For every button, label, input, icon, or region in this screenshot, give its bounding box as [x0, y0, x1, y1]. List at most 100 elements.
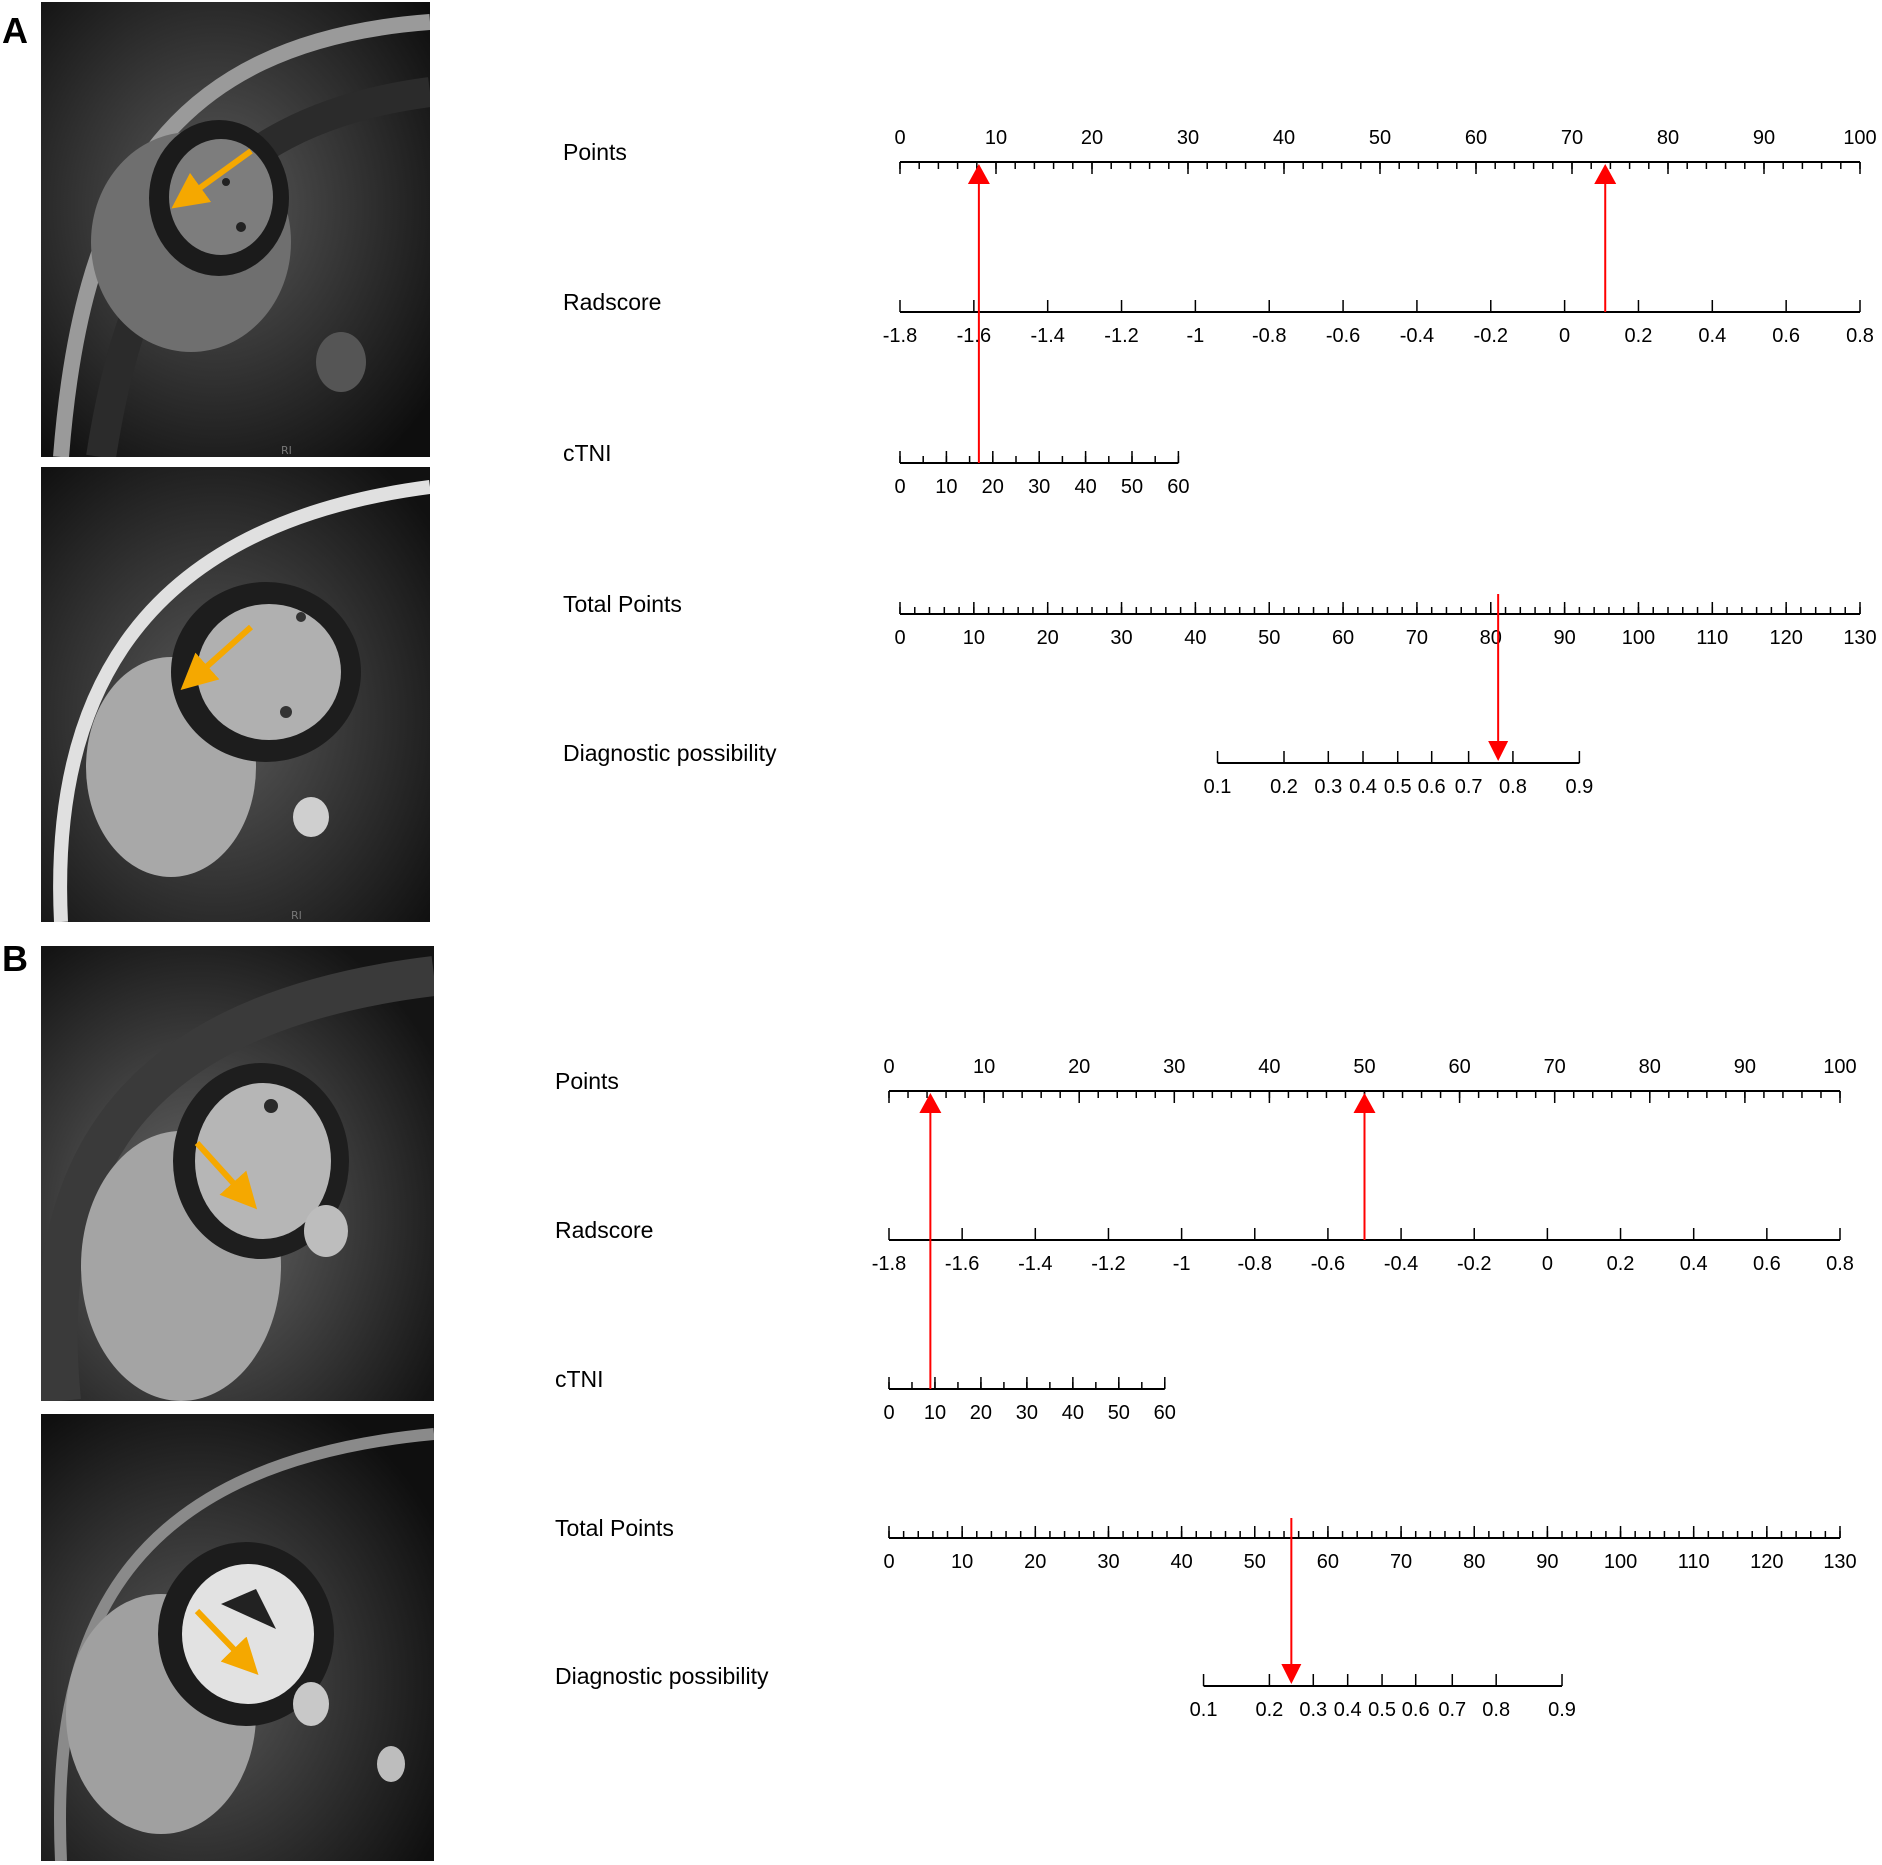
tick-label: 70	[1561, 127, 1583, 149]
tick-label: 40	[1184, 627, 1206, 649]
tick-label: 20	[1081, 127, 1103, 149]
tick-label: -1.6	[945, 1253, 979, 1275]
tick-label: 30	[1028, 476, 1050, 498]
tick-label: -0.8	[1238, 1253, 1272, 1275]
tick-label: -1	[1186, 325, 1204, 347]
tick-label: 10	[951, 1551, 973, 1573]
tick-label: 100	[1622, 627, 1655, 649]
axis-title-points: Points	[563, 139, 627, 165]
tick-label: 10	[924, 1402, 946, 1424]
tick-label: 0.9	[1565, 776, 1593, 798]
tick-label: 0.4	[1698, 325, 1726, 347]
tick-label: -1.8	[883, 325, 917, 347]
ctni-marker-arrowhead	[919, 1093, 942, 1113]
tick-label: 0	[894, 127, 905, 149]
mri-image-a-bottom: RI	[41, 467, 430, 922]
tick-label: -0.4	[1400, 325, 1434, 347]
arrow-icon	[194, 1140, 258, 1210]
axis-title-total-points: Total Points	[563, 591, 682, 617]
tick-label: 30	[1016, 1402, 1038, 1424]
nomogram-a: Points 0 10 20 30 40 50 60 70 80 90 100 Radscore -1.8…	[0, 0, 1882, 930]
tick-label: 120	[1750, 1551, 1783, 1573]
tick-label: 100	[1843, 127, 1876, 149]
tick-label: 60	[1332, 627, 1354, 649]
tick-label: 0.8	[1482, 1699, 1510, 1721]
tick-label: 0.5	[1368, 1699, 1396, 1721]
tick-label: 0.2	[1607, 1253, 1635, 1275]
tick-label: 120	[1769, 627, 1802, 649]
tick-label: 0	[894, 476, 905, 498]
tick-label: 0.7	[1438, 1699, 1466, 1721]
tick-label: 10	[963, 627, 985, 649]
arrow-icon	[194, 1608, 259, 1675]
tick-label: 60	[1465, 127, 1487, 149]
tick-label: 0.8	[1826, 1253, 1854, 1275]
tick-label: 90	[1753, 127, 1775, 149]
tick-label: 20	[1024, 1551, 1046, 1573]
tick-label: 0.3	[1314, 776, 1342, 798]
axis-title-ctni: cTNI	[563, 440, 612, 466]
tick-label: 110	[1696, 627, 1728, 649]
tick-label: 0.3	[1299, 1699, 1327, 1721]
tick-label: 90	[1553, 627, 1575, 649]
arrow-icon	[180, 624, 254, 691]
tick-label: 70	[1406, 627, 1428, 649]
tick-label: 0.1	[1190, 1699, 1218, 1721]
tick-label: 20	[1037, 627, 1059, 649]
radscore-marker-arrowhead	[1594, 164, 1617, 184]
tick-label: -0.4	[1384, 1253, 1418, 1275]
tick-label: 60	[1167, 476, 1189, 498]
tick-label: 0	[1542, 1253, 1553, 1275]
tick-label: 0	[894, 627, 905, 649]
tick-label: 10	[935, 476, 957, 498]
tick-label: 90	[1734, 1056, 1756, 1078]
tick-label: 0.4	[1334, 1699, 1362, 1721]
tick-label: 20	[982, 476, 1004, 498]
tick-label: 0.2	[1270, 776, 1298, 798]
axis-title-total-points: Total Points	[555, 1515, 674, 1541]
tick-label: 0.6	[1753, 1253, 1781, 1275]
tick-label: -0.2	[1474, 325, 1508, 347]
tick-label: 0	[1559, 325, 1570, 347]
tick-label: 50	[1108, 1402, 1130, 1424]
tick-label: 130	[1843, 627, 1876, 649]
tick-label: 0.8	[1499, 776, 1527, 798]
panel-a-letter: A	[2, 10, 28, 51]
tick-label: 70	[1390, 1551, 1412, 1573]
tick-label: 10	[973, 1056, 995, 1078]
tick-label: 80	[1480, 627, 1502, 649]
tick-label: 30	[1163, 1056, 1185, 1078]
tick-label: 0.6	[1402, 1699, 1430, 1721]
tick-label: -1.8	[872, 1253, 906, 1275]
tick-label: 20	[1068, 1056, 1090, 1078]
tick-label: 40	[1170, 1551, 1192, 1573]
tick-label: 60	[1448, 1056, 1470, 1078]
tick-label: 50	[1121, 476, 1143, 498]
tick-label: 30	[1177, 127, 1199, 149]
radscore-marker-arrowhead	[1353, 1093, 1376, 1113]
tick-label: 60	[1317, 1551, 1339, 1573]
axis-title-points: Points	[555, 1068, 619, 1094]
tick-label: 60	[1154, 1402, 1176, 1424]
tick-label: 10	[985, 127, 1007, 149]
tick-label: 0.2	[1255, 1699, 1283, 1721]
svg-text:RI: RI	[291, 909, 302, 922]
panel-b-letter: B	[2, 938, 28, 979]
tick-label: -1.4	[1030, 325, 1064, 347]
tick-label: -1	[1173, 1253, 1191, 1275]
tick-label: 0.8	[1846, 325, 1874, 347]
arrow-icon	[171, 148, 253, 209]
tick-label: 0.4	[1349, 776, 1377, 798]
tick-label: 80	[1639, 1056, 1661, 1078]
tick-label: 0.9	[1548, 1699, 1576, 1721]
tick-label: 50	[1369, 127, 1391, 149]
tick-label: -0.6	[1326, 325, 1360, 347]
tick-label: -1.2	[1104, 325, 1138, 347]
tick-label: -0.8	[1252, 325, 1286, 347]
tick-label: 0.5	[1384, 776, 1412, 798]
tick-label: 80	[1463, 1551, 1485, 1573]
axis-title-diagnostic-possibility: Diagnostic possibility	[563, 740, 777, 766]
ctni-marker-arrowhead	[967, 164, 990, 184]
